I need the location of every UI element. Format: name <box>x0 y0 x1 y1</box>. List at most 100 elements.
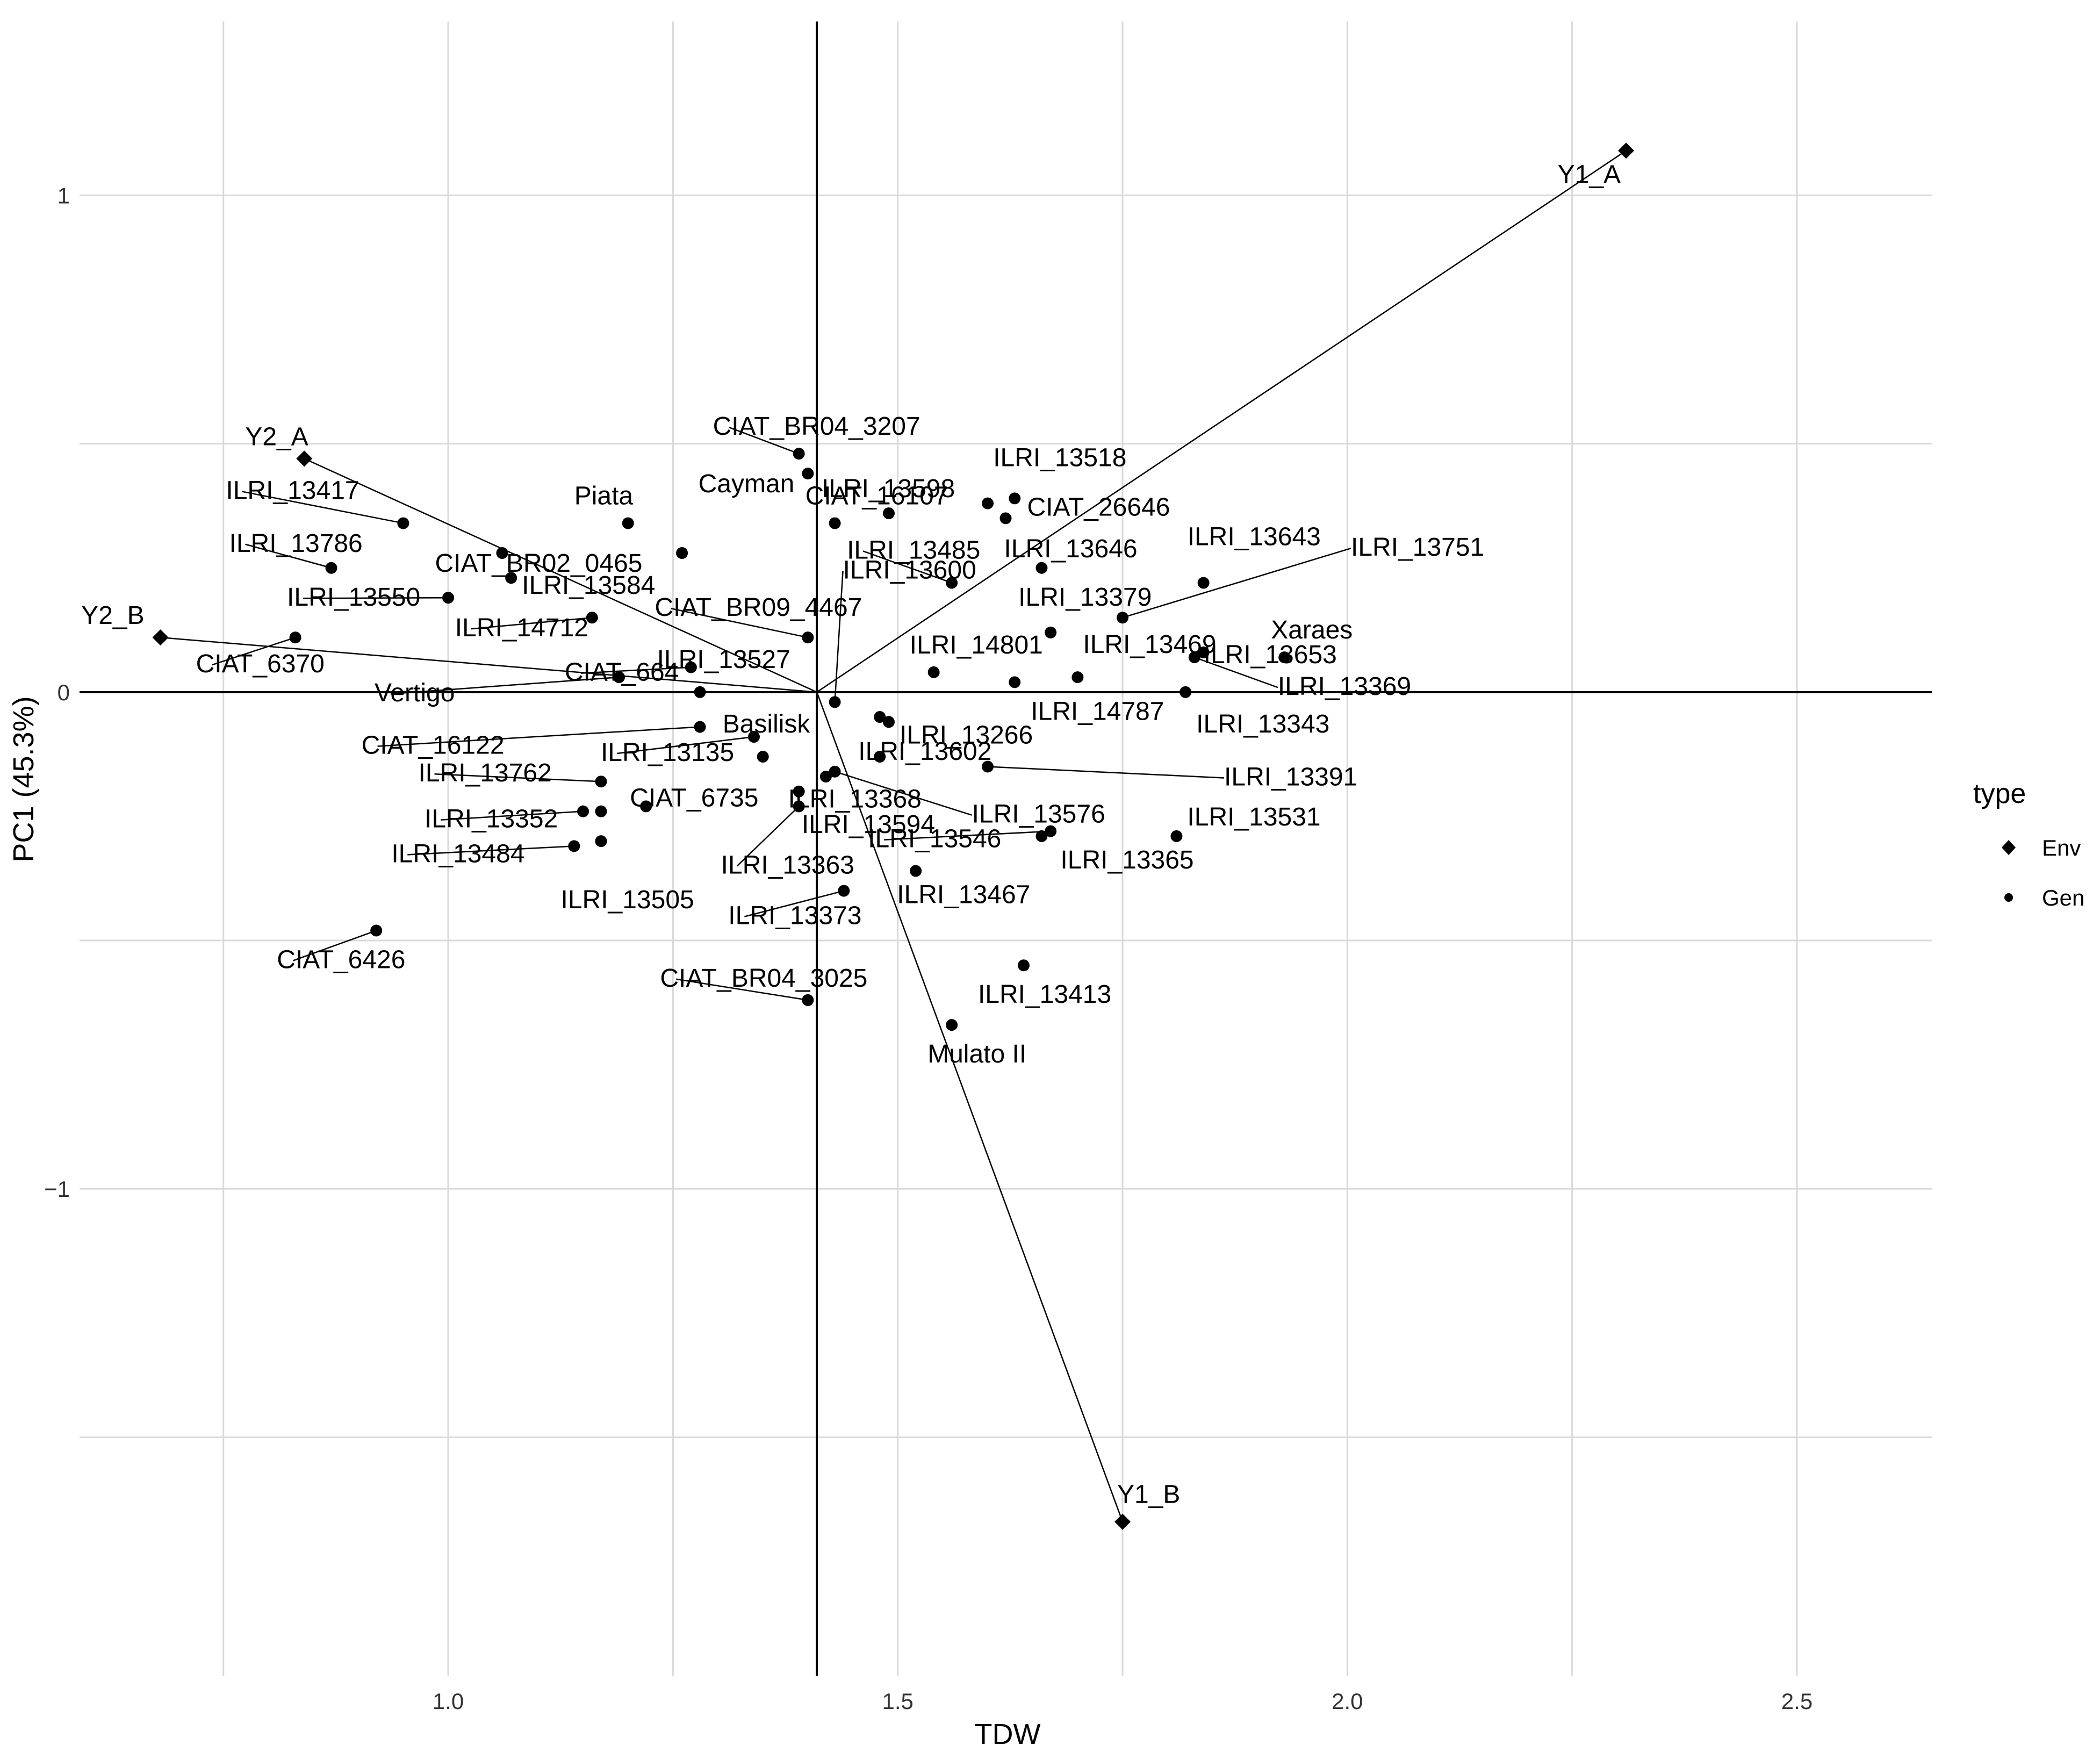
gen-point <box>1117 612 1129 624</box>
gen-point <box>685 661 697 673</box>
gen-point <box>640 800 652 813</box>
gen-point <box>325 562 337 574</box>
gen-point <box>982 760 994 773</box>
gen-point <box>1017 959 1030 972</box>
point-label: ILRI_13518 <box>993 443 1126 472</box>
gen-point <box>927 666 940 678</box>
label-leader-line <box>676 978 808 1001</box>
env-vector <box>816 150 1627 693</box>
gen-point <box>793 448 805 460</box>
gen-point <box>838 885 850 897</box>
gen-point <box>793 785 805 798</box>
label-leader-line <box>744 890 844 917</box>
label-leader-line <box>835 771 972 816</box>
point-label: ILRI_13550 <box>287 583 420 612</box>
env-point <box>296 450 313 467</box>
point-label: ILRI_13484 <box>391 839 524 868</box>
point-label: Piata <box>574 482 634 511</box>
point-label: ILRI_13786 <box>229 529 363 558</box>
point-label: ILRI_13505 <box>561 886 694 914</box>
gen-point <box>694 721 706 733</box>
point-label: ILRI_13546 <box>868 825 1001 853</box>
gen-point <box>577 805 589 817</box>
point-label: ILRI_13417 <box>226 477 359 505</box>
point-label: ILRI_14787 <box>1031 697 1164 726</box>
point-label: ILRI_13751 <box>1351 533 1484 562</box>
point-label: Y2_A <box>245 422 308 451</box>
axes: 1.0 1.5 2.0 2.5 −1 0 1 <box>44 21 1932 1714</box>
gen-point <box>595 776 607 788</box>
label-leader-line <box>242 491 404 524</box>
gen-point <box>595 835 607 848</box>
point-label: ILRI_13469 <box>1083 630 1216 659</box>
gen-point <box>882 716 895 728</box>
env-vector <box>304 458 817 693</box>
env-point <box>152 629 169 646</box>
gen-point <box>874 751 886 763</box>
legend-label-env: Env <box>2042 835 2081 860</box>
point-label: Basilisk <box>723 710 811 738</box>
point-label: ILRI_13368 <box>788 785 922 814</box>
point-label: ILRI_13602 <box>858 737 991 766</box>
gen-point <box>397 517 409 529</box>
legend-label-gen: Gen <box>2042 885 2084 910</box>
gen-point <box>676 547 688 559</box>
label-leader-line <box>407 845 574 856</box>
legend-marker-gen <box>2004 893 2013 902</box>
point-label: ILRI_13600 <box>843 556 976 584</box>
point-label: ILRI_13365 <box>1060 846 1193 874</box>
gen-point <box>1188 651 1200 664</box>
point-label: ILRI_14712 <box>455 614 588 642</box>
gen-point <box>1035 562 1048 574</box>
point-label: ILRI_13643 <box>1188 522 1321 551</box>
gen-point <box>370 924 383 937</box>
point-label: CIAT_664 <box>565 658 679 687</box>
point-label: ILRI_13485 <box>847 536 980 564</box>
point-label: ILRI_13762 <box>419 759 552 787</box>
y-tick-label: 1 <box>57 183 70 209</box>
point-label: CIAT_6735 <box>630 784 758 812</box>
gen-point <box>442 592 455 604</box>
label-leader-line <box>884 830 1051 841</box>
env-rays <box>160 150 1627 1522</box>
point-label: CIAT_BR04_3207 <box>713 412 920 441</box>
gen-point <box>1180 686 1192 698</box>
env-point <box>1618 142 1635 159</box>
point-label: ILRI_13343 <box>1196 710 1329 738</box>
gen-point <box>1071 671 1084 684</box>
label-leader-line <box>377 726 700 747</box>
gen-point <box>802 468 814 480</box>
gen-point <box>982 497 994 509</box>
gen-point <box>1278 651 1291 664</box>
point-label: Mulato II <box>927 1040 1026 1068</box>
gen-point <box>496 547 508 559</box>
point-label: ILRI_13369 <box>1278 672 1411 701</box>
y-axis-title: PC1 (45.3%) <box>8 696 40 862</box>
point-label: CIAT_16107 <box>806 482 948 511</box>
env-vector <box>160 636 817 693</box>
y-tick-label: −1 <box>44 1176 70 1202</box>
gen-point <box>1197 577 1210 589</box>
point-label: CIAT_6426 <box>277 946 405 974</box>
gen-point <box>622 517 634 529</box>
point-label: Y1_A <box>1558 160 1621 189</box>
point-label: ILRI_13653 <box>1204 641 1337 669</box>
point-label: Y2_B <box>81 601 144 630</box>
gen-point <box>747 731 760 743</box>
point-label: ILRI_13584 <box>522 571 655 600</box>
point-label: ILRI_13576 <box>972 800 1105 829</box>
point-label: ILRI_13527 <box>657 645 790 674</box>
x-tick-label: 2.5 <box>1781 1689 1813 1714</box>
gen-point <box>802 994 814 1006</box>
point-label: ILRI_14801 <box>910 631 1043 659</box>
label-leader-line <box>471 616 592 630</box>
data-points <box>152 142 1635 1530</box>
gen-point <box>793 800 805 813</box>
gen-point <box>882 507 895 520</box>
x-axis-title: TDW <box>975 1718 1041 1750</box>
point-label: Xaraes <box>1271 616 1353 644</box>
grid <box>80 21 1932 1676</box>
gen-point <box>829 696 841 708</box>
point-label: Cayman <box>699 470 795 498</box>
label-leader-line <box>729 426 800 455</box>
